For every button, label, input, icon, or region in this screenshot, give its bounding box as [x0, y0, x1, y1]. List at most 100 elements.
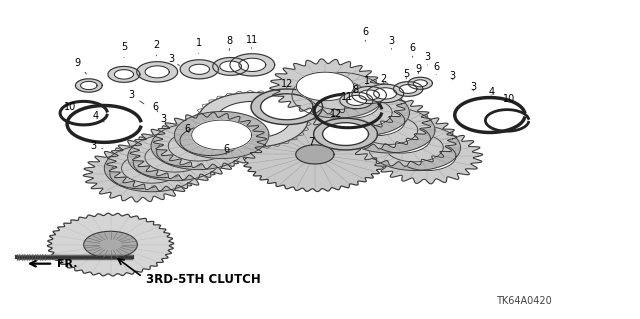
Ellipse shape	[208, 107, 323, 122]
Text: TK64A0420: TK64A0420	[497, 296, 552, 306]
Text: 8: 8	[227, 36, 232, 50]
Polygon shape	[212, 57, 248, 75]
Polygon shape	[372, 129, 483, 184]
Polygon shape	[343, 107, 435, 153]
Polygon shape	[352, 86, 387, 104]
Polygon shape	[346, 111, 457, 167]
Text: 11: 11	[341, 92, 353, 102]
Polygon shape	[198, 93, 308, 147]
Polygon shape	[394, 82, 423, 96]
Polygon shape	[360, 116, 418, 145]
Text: 5: 5	[121, 42, 127, 58]
Polygon shape	[317, 90, 410, 136]
Polygon shape	[84, 231, 138, 258]
Polygon shape	[108, 66, 140, 82]
Text: 3RD-5TH CLUTCH: 3RD-5TH CLUTCH	[147, 273, 261, 286]
Polygon shape	[220, 61, 241, 72]
Text: 6: 6	[152, 102, 158, 112]
Polygon shape	[133, 148, 193, 178]
Text: 1: 1	[196, 38, 202, 53]
Text: 6: 6	[185, 124, 191, 134]
Polygon shape	[110, 159, 170, 189]
Polygon shape	[180, 60, 218, 79]
Text: 4: 4	[92, 111, 104, 122]
Text: 2: 2	[154, 40, 159, 56]
Polygon shape	[373, 124, 431, 153]
Polygon shape	[251, 89, 323, 124]
Text: 9: 9	[415, 64, 421, 74]
Polygon shape	[151, 122, 246, 170]
Text: 3: 3	[450, 70, 456, 81]
Polygon shape	[216, 101, 290, 138]
Text: 3: 3	[169, 54, 179, 66]
Polygon shape	[122, 153, 182, 183]
Polygon shape	[145, 66, 170, 78]
Polygon shape	[189, 64, 209, 74]
Text: 8: 8	[352, 85, 358, 95]
Polygon shape	[367, 84, 404, 103]
Polygon shape	[386, 133, 444, 162]
Polygon shape	[130, 123, 243, 180]
Polygon shape	[323, 123, 369, 145]
Text: 6: 6	[433, 62, 439, 75]
Polygon shape	[314, 118, 378, 150]
Text: 10: 10	[63, 102, 83, 112]
Polygon shape	[309, 81, 367, 109]
Text: 6: 6	[223, 144, 229, 154]
Text: FR.: FR.	[57, 259, 77, 269]
Text: 12: 12	[280, 79, 293, 89]
Text: 9: 9	[74, 58, 86, 74]
Polygon shape	[81, 81, 97, 90]
Polygon shape	[137, 62, 177, 82]
Polygon shape	[335, 98, 392, 127]
Polygon shape	[115, 70, 134, 79]
Polygon shape	[374, 88, 397, 99]
Polygon shape	[369, 125, 461, 170]
Polygon shape	[408, 77, 433, 89]
Polygon shape	[191, 120, 252, 150]
Polygon shape	[321, 94, 431, 149]
Polygon shape	[359, 90, 380, 100]
Polygon shape	[399, 142, 456, 171]
Polygon shape	[340, 92, 373, 109]
Polygon shape	[168, 131, 228, 161]
Polygon shape	[107, 135, 220, 191]
Polygon shape	[399, 85, 417, 93]
Polygon shape	[296, 145, 334, 164]
Text: 5: 5	[403, 69, 410, 79]
Text: 11: 11	[246, 35, 258, 48]
Polygon shape	[128, 134, 222, 181]
Polygon shape	[76, 79, 102, 92]
Text: 3: 3	[424, 52, 430, 65]
Polygon shape	[154, 112, 267, 169]
Polygon shape	[413, 80, 428, 87]
Polygon shape	[83, 146, 196, 202]
Polygon shape	[348, 107, 405, 136]
Text: 4: 4	[488, 87, 494, 97]
Text: 7: 7	[308, 137, 314, 147]
Polygon shape	[292, 72, 384, 118]
Text: 12: 12	[330, 109, 343, 119]
Polygon shape	[346, 95, 367, 106]
Polygon shape	[270, 59, 380, 114]
Text: 10: 10	[503, 93, 515, 104]
Text: 3: 3	[161, 114, 166, 124]
Polygon shape	[157, 137, 216, 167]
Polygon shape	[104, 145, 199, 192]
Polygon shape	[145, 142, 205, 172]
Polygon shape	[174, 112, 269, 159]
Text: 3: 3	[90, 141, 103, 151]
Text: 3: 3	[129, 90, 144, 104]
Polygon shape	[240, 117, 390, 191]
Polygon shape	[260, 94, 313, 120]
Text: 6: 6	[362, 27, 369, 41]
Polygon shape	[230, 54, 275, 76]
Text: 3: 3	[388, 36, 395, 49]
Polygon shape	[295, 76, 406, 131]
Text: 2: 2	[380, 74, 387, 85]
Text: 3: 3	[470, 82, 476, 92]
Polygon shape	[296, 72, 354, 101]
Polygon shape	[322, 90, 380, 118]
Polygon shape	[239, 58, 266, 71]
Text: 6: 6	[410, 43, 415, 57]
